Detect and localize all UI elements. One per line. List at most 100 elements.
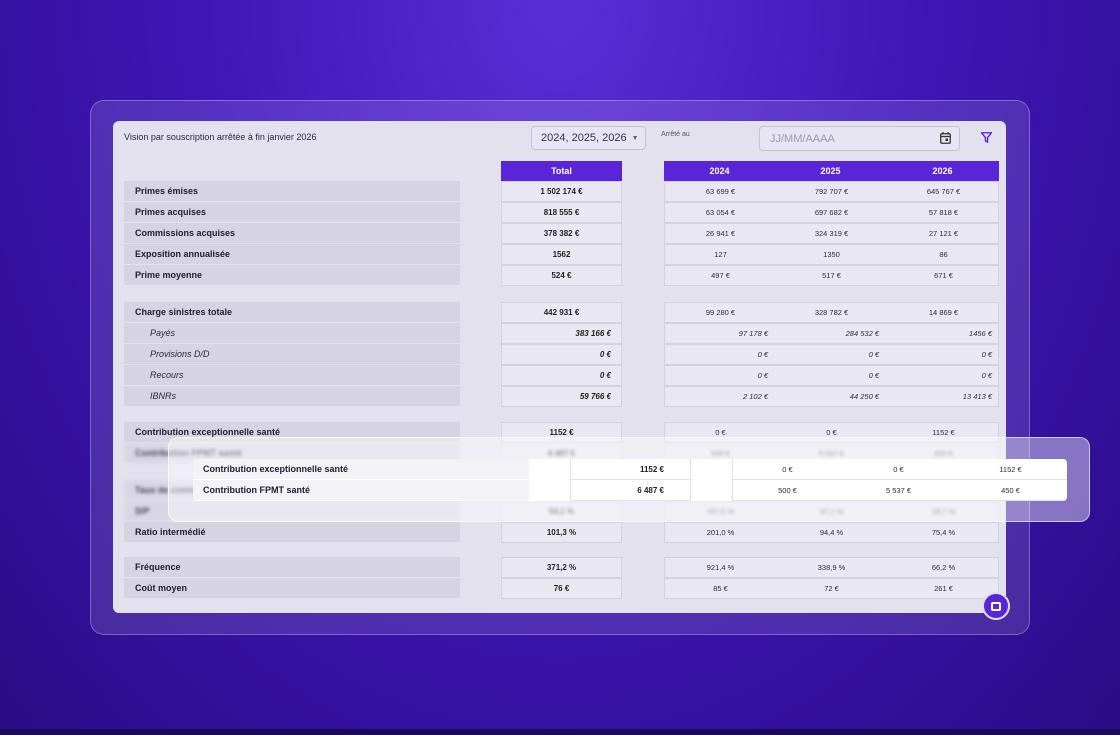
row-year-cell-2026: 671 € — [934, 271, 953, 280]
row-years: 85 € 72 € 261 € — [664, 578, 999, 599]
row-label: Commissions acquises — [124, 223, 460, 244]
table-row: Primes acquises 818 555 € 63 054 € 697 682 … — [113, 202, 1006, 223]
chat-button[interactable] — [982, 592, 1010, 620]
row-year-cell-2025: 284 532 € — [845, 329, 879, 338]
row-year-cell-2025: 0 € — [868, 371, 879, 380]
row-total: 1562 — [501, 244, 622, 265]
row-year-cell-2026: 450 € — [934, 449, 953, 458]
table-row: Exposition annualisée 1562 127 1350 86 — [113, 244, 1006, 265]
row-years: 921,4 % 338,9 % 66,2 % — [664, 557, 999, 578]
row-years: 63 699 € 792 707 € 645 767 € — [664, 181, 999, 202]
table-row: Charge sinistres totale 442 931 € 99 280 €… — [113, 302, 1006, 323]
overlay-cell-2024: 0 € — [732, 459, 843, 480]
date-input[interactable] — [759, 126, 960, 151]
bottom-strip — [0, 729, 1120, 735]
row-year-cell-2025: 1350 — [823, 250, 840, 259]
row-year-cell-2025: 517 € — [822, 271, 841, 280]
row-total: 442 931 € — [501, 302, 622, 323]
row-year-cell-2024: 127 — [714, 250, 727, 259]
row-label: Primes émises — [124, 181, 460, 202]
chat-icon — [991, 601, 1001, 611]
overlay-cell-2025: 5 537 € — [843, 480, 954, 501]
row-total: 818 555 € — [501, 202, 622, 223]
row-year-cell-2024: 500 € — [711, 449, 730, 458]
row-year-cell-2024: 99 280 € — [705, 308, 736, 317]
overlay-row: Contribution FPMT santé 6 487 € 500 € 5 … — [193, 480, 1067, 501]
overlay-cell-2026: 450 € — [954, 480, 1067, 501]
table-row: Fréquence 371,2 % 921,4 % 338,9 % 66,2 % — [113, 557, 1006, 578]
calendar-icon[interactable] — [940, 132, 951, 144]
row-year-cell-2026: 1152 € — [932, 428, 955, 437]
row-years: 157,5 % 47,1 % 25,7 % — [664, 501, 999, 522]
row-years: 99 280 € 328 782 € 14 869 € — [664, 302, 999, 323]
overlay-row-total: 1152 € — [570, 459, 691, 480]
report-panel: Vision par souscription arrêtée à fin ja… — [113, 121, 1006, 613]
row-year-cell-2025: 697 682 € — [814, 208, 849, 217]
row-year-cell-2026: 0 € — [981, 371, 992, 380]
overlay-cell-2026: 1152 € — [954, 459, 1067, 480]
row-years: 2 102 € 44 250 € 13 413 € — [664, 386, 999, 407]
table-row: IBNRs 59 766 € 2 102 € 44 250 € 13 413 € — [113, 386, 1006, 407]
overlay-row-total: 6 487 € — [570, 480, 691, 501]
row-year-cell-2026: 75,4 % — [931, 528, 956, 537]
row-years: 97 178 € 284 532 € 1456 € — [664, 323, 999, 344]
row-year-cell-2025: 328 782 € — [814, 308, 849, 317]
page-title: Vision par souscription arrêtée à fin ja… — [124, 132, 317, 142]
row-year-cell-2026: 14 869 € — [928, 308, 959, 317]
arrete-label: Arrêté au — [661, 131, 690, 138]
row-year-cell-2024: 0 € — [757, 371, 768, 380]
row-year-cell-2025: 44 250 € — [849, 392, 879, 401]
row-total: 76 € — [501, 578, 622, 599]
row-label: IBNRs — [124, 386, 460, 407]
row-total: 383 166 € — [501, 323, 622, 344]
row-years: 26 941 € 324 319 € 27 121 € — [664, 223, 999, 244]
years-select-value: 2024, 2025, 2026 — [541, 132, 627, 144]
row-label: Payés — [124, 323, 460, 344]
table-row: Primes émises 1 502 174 € 63 699 € 792 707 … — [113, 181, 1006, 202]
header-year-2026: 2026 — [886, 161, 999, 181]
row-year-cell-2025: 94,4 % — [819, 528, 844, 537]
table-row: Recours 0 € 0 € 0 € 0 € — [113, 365, 1006, 386]
row-year-cell-2025: 5 537 € — [818, 449, 845, 458]
row-label: Ratio intermédié — [124, 522, 460, 543]
row-years: 127 1350 86 — [664, 244, 999, 265]
row-year-cell-2026: 0 € — [981, 350, 992, 359]
row-label: Coût moyen — [124, 578, 460, 599]
row-year-cell-2024: 97 178 € — [738, 329, 768, 338]
overlay-row-label: Contribution exceptionnelle santé — [193, 459, 529, 480]
overlay-row-label: Contribution FPMT santé — [193, 480, 529, 501]
row-year-cell-2024: 0 € — [757, 350, 768, 359]
row-year-cell-2025: 338,9 % — [817, 563, 846, 572]
filter-icon[interactable] — [981, 132, 992, 143]
row-year-cell-2026: 13 413 € — [962, 392, 992, 401]
row-year-cell-2026: 86 — [939, 250, 948, 259]
row-total: 524 € — [501, 265, 622, 286]
row-label: Prime moyenne — [124, 265, 460, 286]
row-year-cell-2024: 63 054 € — [705, 208, 736, 217]
row-year-cell-2026: 645 767 € — [926, 187, 961, 196]
row-year-cell-2024: 0 € — [715, 428, 726, 437]
row-years: 497 € 517 € 671 € — [664, 265, 999, 286]
chevron-down-icon: ▼ — [631, 134, 639, 142]
overlay-table: Contribution exceptionnelle santé 1152 €… — [193, 459, 1067, 501]
row-years: 0 € 0 € 0 € — [664, 344, 999, 365]
years-select[interactable]: 2024, 2025, 2026 ▼ — [531, 126, 646, 150]
row-years: 63 054 € 697 682 € 57 818 € — [664, 202, 999, 223]
table-row: Ratio intermédié 101,3 % 201,0 % 94,4 % 75,4… — [113, 522, 1006, 543]
row-label: Charge sinistres totale — [124, 302, 460, 323]
table-row: Provisions D/D 0 € 0 € 0 € 0 € — [113, 344, 1006, 365]
row-total: 378 382 € — [501, 223, 622, 244]
row-year-cell-2024: 85 € — [713, 584, 728, 593]
table-row: Prime moyenne 524 € 497 € 517 € 671 € — [113, 265, 1006, 286]
row-year-cell-2024: 921,4 % — [706, 563, 735, 572]
row-year-cell-2025: 324 319 € — [814, 229, 849, 238]
row-year-cell-2024: 201,0 % — [706, 528, 735, 537]
row-years: 0 € 0 € 0 € — [664, 365, 999, 386]
row-year-cell-2024: 26 941 € — [705, 229, 736, 238]
row-year-cell-2026: 57 818 € — [928, 208, 959, 217]
header-year-2024: 2024 — [664, 161, 775, 181]
row-total: 1 502 174 € — [501, 181, 622, 202]
table-row: Payés 383 166 € 97 178 € 284 532 € 1456 € — [113, 323, 1006, 344]
overlay-row: Contribution exceptionnelle santé 1152 €… — [193, 459, 1067, 480]
row-year-cell-2025: 0 € — [868, 350, 879, 359]
